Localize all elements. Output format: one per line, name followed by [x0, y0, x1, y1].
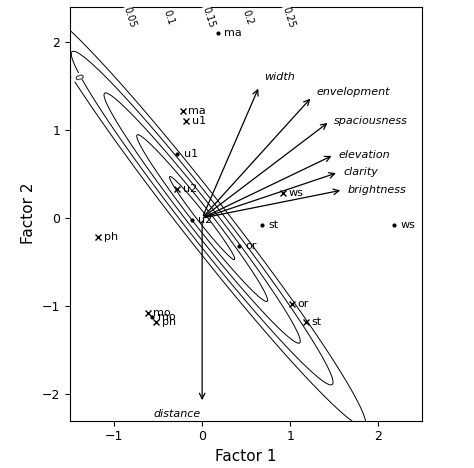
Text: brightness: brightness — [347, 185, 406, 195]
Text: 0.15: 0.15 — [200, 6, 217, 29]
Text: 0.2: 0.2 — [241, 8, 255, 26]
Text: 0: 0 — [72, 73, 83, 82]
Text: 0.05: 0.05 — [122, 6, 138, 29]
Text: ma: ma — [224, 28, 242, 38]
Text: u2: u2 — [198, 215, 212, 225]
Text: or: or — [245, 241, 256, 251]
Text: ph: ph — [103, 233, 118, 242]
Y-axis label: Factor 2: Factor 2 — [21, 183, 36, 244]
Text: or: or — [297, 300, 309, 309]
Text: ma: ma — [188, 106, 206, 116]
Text: mo: mo — [158, 312, 176, 322]
Text: spaciousness: spaciousness — [334, 116, 408, 126]
Text: envelopment: envelopment — [317, 87, 390, 97]
Text: ph: ph — [162, 317, 176, 327]
Text: distance: distance — [154, 409, 201, 418]
Text: u1: u1 — [191, 116, 206, 126]
Text: clarity: clarity — [343, 167, 378, 177]
Text: elevation: elevation — [338, 150, 390, 160]
X-axis label: Factor 1: Factor 1 — [215, 449, 277, 464]
Text: st: st — [311, 317, 321, 327]
Text: st: st — [268, 220, 278, 230]
Text: ws: ws — [400, 220, 415, 230]
Text: width: width — [264, 72, 294, 82]
Text: ws: ws — [288, 189, 303, 198]
Text: 0.25: 0.25 — [280, 6, 297, 29]
Text: u1: u1 — [183, 149, 198, 159]
Text: mo: mo — [153, 308, 171, 318]
Text: 0.1: 0.1 — [162, 8, 176, 26]
Text: u2: u2 — [183, 184, 197, 194]
